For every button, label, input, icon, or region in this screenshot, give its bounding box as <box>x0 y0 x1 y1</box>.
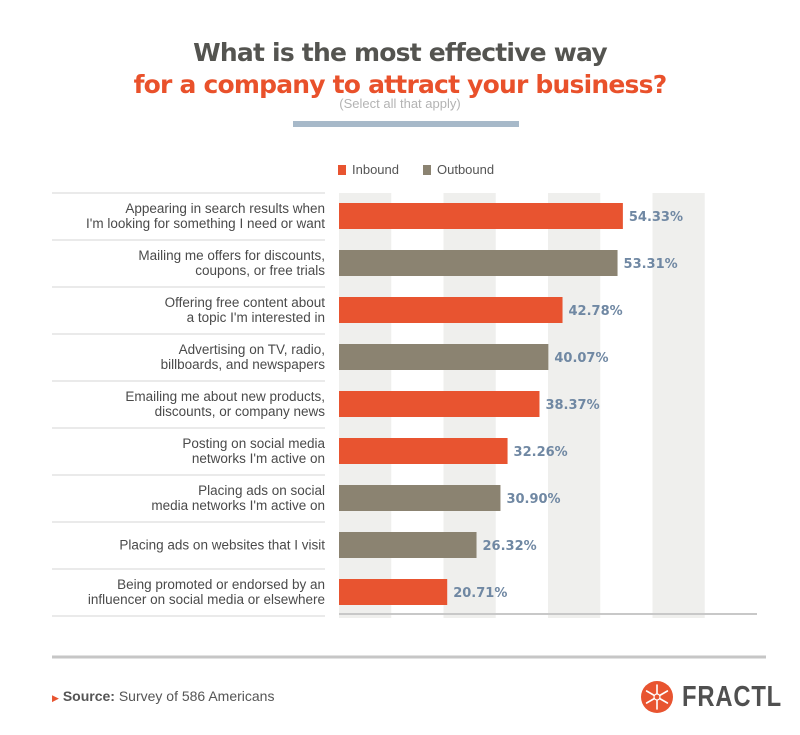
snowflake-icon <box>641 681 673 713</box>
bar-inbound <box>339 438 508 464</box>
bar-inbound <box>339 391 540 417</box>
category-label: coupons, or free trials <box>195 263 325 278</box>
data-label: 20.71% <box>453 586 507 601</box>
data-label: 53.31% <box>624 257 678 272</box>
legend-item-outbound: Outbound <box>423 162 494 177</box>
source-note: ▶ Source: Survey of 586 Americans <box>52 688 274 704</box>
category-label: Advertising on TV, radio, <box>179 342 325 357</box>
subtitle: (Select all that apply) <box>339 96 461 111</box>
category-label: Mailing me offers for discounts, <box>138 248 325 263</box>
data-label: 32.26% <box>514 445 568 460</box>
logo-wordmark: FRACTL <box>682 680 783 713</box>
category-label: billboards, and newspapers <box>161 357 326 372</box>
category-label: Placing ads on social <box>198 483 325 498</box>
category-label: Appearing in search results when <box>125 201 325 216</box>
bar-inbound <box>339 297 563 323</box>
category-label: influencer on social media or elsewhere <box>88 592 325 607</box>
category-label: Offering free content about <box>165 295 326 310</box>
category-label: I'm looking for something I need or want <box>86 216 325 231</box>
title-divider <box>293 121 519 127</box>
legend-item-inbound: Inbound <box>338 162 399 177</box>
category-label: Emailing me about new products, <box>125 389 325 404</box>
category-label: discounts, or company news <box>155 404 326 419</box>
title-line-2: for a company to attract your business? <box>133 70 668 99</box>
grid-band <box>652 193 705 618</box>
source-text: Survey of 586 Americans <box>118 688 275 704</box>
legend-label: Outbound <box>437 162 495 177</box>
category-label: Placing ads on websites that I visit <box>119 538 325 553</box>
data-label: 40.07% <box>554 351 608 366</box>
category-label: Posting on social media <box>182 436 325 451</box>
data-label: 26.32% <box>483 539 537 554</box>
legend-swatch-inbound <box>338 165 346 175</box>
category-label: a topic I'm interested in <box>187 310 325 325</box>
data-label: 30.90% <box>506 492 560 507</box>
legend: Inbound Outbound <box>338 162 494 177</box>
data-label: 54.33% <box>629 210 683 225</box>
category-label: Being promoted or endorsed by an <box>117 577 325 592</box>
fractl-logo: FRACTL <box>640 680 800 714</box>
bar-inbound <box>339 579 448 605</box>
category-label: media networks I'm active on <box>151 498 325 513</box>
data-label: 38.37% <box>545 398 599 413</box>
triangle-icon: ▶ <box>52 693 59 703</box>
category-label: networks I'm active on <box>192 451 325 466</box>
legend-label: Inbound <box>352 162 399 177</box>
legend-swatch-outbound <box>423 165 431 175</box>
bar-outbound <box>339 532 477 558</box>
data-label: 42.78% <box>569 304 623 319</box>
title-line-1: What is the most effective way <box>193 38 607 67</box>
bar-inbound <box>339 203 623 229</box>
source-label: Source: <box>62 688 115 704</box>
bar-outbound <box>339 485 501 511</box>
bar-outbound <box>339 344 549 370</box>
bar-outbound <box>339 250 618 276</box>
